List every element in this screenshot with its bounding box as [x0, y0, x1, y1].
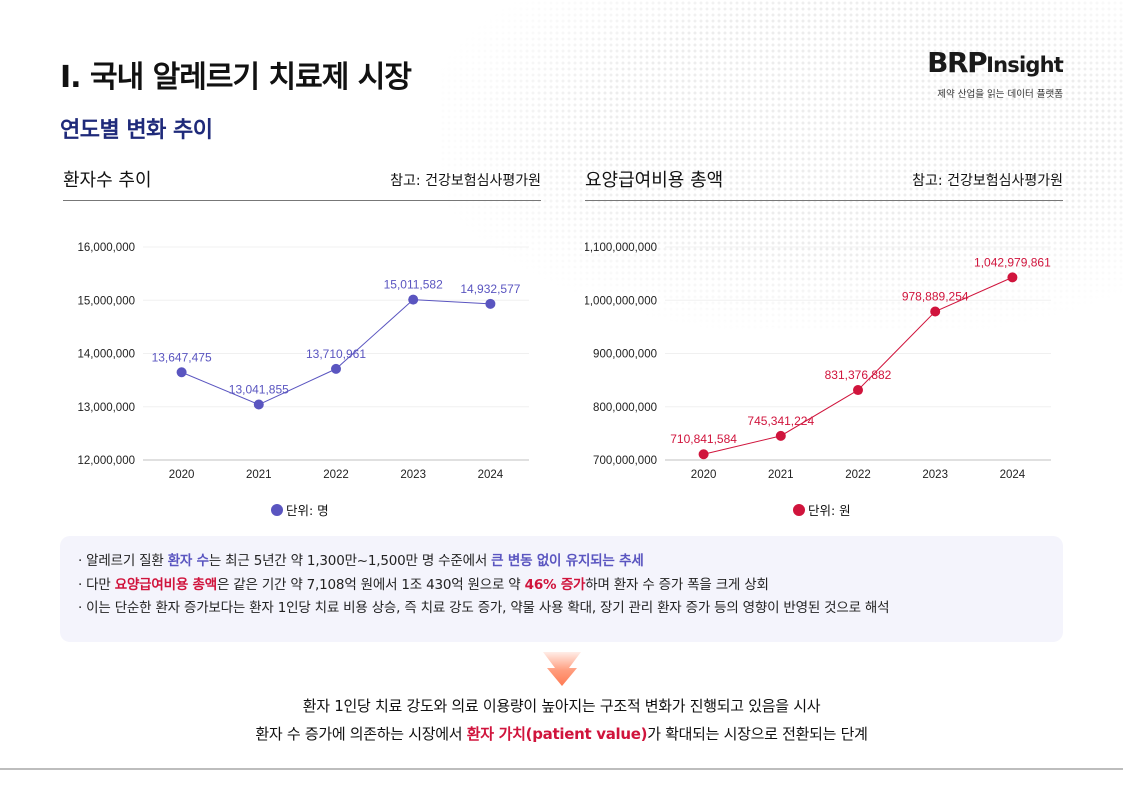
highlight-text: 큰 변동 없이 유지되는 추세	[491, 553, 644, 569]
x-tick-label: 2024	[1000, 469, 1026, 481]
legend-marker-icon	[271, 503, 283, 516]
highlight-text: 요양급여비용 총액	[114, 576, 217, 593]
data-point	[485, 298, 496, 309]
highlight-text: 환자 수	[167, 553, 209, 569]
y-tick-label: 15,000,000	[77, 295, 135, 307]
bullet-text: 은 같은 기간 약 7,108억 원에서 1조 430억 원으로 약	[216, 576, 525, 593]
data-label: 745,341,224	[747, 414, 814, 428]
data-label: 710,841,584	[670, 432, 737, 446]
y-tick-label: 1,100,000,000	[585, 242, 657, 254]
x-tick-label: 2024	[478, 469, 504, 481]
bullet-text: 는 최근 5년간 약 1,300만~1,500만 명 수준에서	[208, 553, 492, 569]
y-tick-label: 13,000,000	[77, 402, 135, 414]
data-point	[930, 306, 941, 317]
data-point	[408, 294, 419, 305]
summary-box: · 알레르기 질환 환자 수는 최근 5년간 약 1,300만~1,500만 명…	[60, 536, 1063, 642]
summary-bullet-list: · 알레르기 질환 환자 수는 최근 5년간 약 1,300만~1,500만 명…	[60, 536, 1063, 621]
chart-title: 요양급여비용 총액	[585, 170, 724, 191]
bullet-text: 하며 환자 수 증가 폭을 크게 상회	[585, 576, 769, 593]
x-tick-label: 2022	[845, 469, 871, 481]
data-point	[253, 399, 264, 410]
chart-source: 참고: 건강보험심사평가원	[912, 173, 1063, 189]
chart-header: 요양급여비용 총액 참고: 건강보험심사평가원	[585, 160, 1063, 201]
logo-brand-rest: Insight	[986, 53, 1064, 77]
summary-bullet: · 이는 단순한 환자 증가보다는 환자 1인당 치료 비용 상승, 즉 치료 …	[78, 597, 1063, 621]
x-tick-label: 2021	[246, 469, 272, 481]
conclusion-line-1: 환자 1인당 치료 강도와 의료 이용량이 높아지는 구조적 변화가 진행되고 …	[302, 697, 821, 715]
bullet-text: · 다만	[78, 576, 115, 593]
data-label: 1,042,979,861	[974, 255, 1051, 269]
conclusion-line-2-pre: 환자 수 증가에 의존하는 시장에서	[255, 725, 467, 743]
logo-brand-bold: BRP	[927, 46, 987, 79]
y-tick-label: 800,000,000	[593, 402, 657, 414]
chart-legend: 단위: 원	[793, 500, 851, 519]
y-tick-label: 900,000,000	[593, 349, 657, 361]
summary-bullet: · 다만 요양급여비용 총액은 같은 기간 약 7,108억 원에서 1조 43…	[78, 574, 1063, 598]
y-tick-label: 700,000,000	[593, 455, 657, 467]
y-tick-label: 1,000,000,000	[585, 295, 657, 307]
data-label: 14,932,577	[460, 282, 520, 296]
x-tick-label: 2020	[691, 469, 717, 481]
chart-header: 환자수 추이 참고: 건강보험심사평가원	[63, 160, 541, 201]
summary-bullet: · 알레르기 질환 환자 수는 최근 5년간 약 1,300만~1,500만 명…	[78, 550, 1063, 574]
data-point	[698, 449, 709, 460]
data-point	[331, 363, 341, 374]
conclusion-text: 환자 1인당 치료 강도와 의료 이용량이 높아지는 구조적 변화가 진행되고 …	[0, 692, 1123, 748]
benefit-cost-line-chart: 700,000,000 800,000,000 900,000,000 1,000,0…	[585, 242, 1051, 481]
data-point	[176, 367, 187, 378]
conclusion-highlight: 환자 가치(patient value)	[466, 725, 648, 743]
data-point	[853, 385, 863, 396]
bullet-text: · 이는 단순한 환자 증가보다는 환자 1인당 치료 비용 상승, 즉 치료 …	[78, 600, 890, 616]
legend-marker-icon	[793, 503, 805, 516]
chart-legend: 단위: 명	[271, 500, 329, 519]
y-tick-label: 16,000,000	[77, 242, 135, 254]
data-label: 13,710,961	[306, 347, 366, 361]
x-tick-label: 2023	[400, 469, 426, 481]
bullet-text: · 알레르기 질환	[78, 553, 168, 569]
conclusion-line-2: 환자 수 증가에 의존하는 시장에서 환자 가치(patient value)가…	[0, 720, 1123, 748]
highlight-text: 46% 증가	[524, 576, 586, 593]
patient-count-line-chart: 12,000,000 13,000,000 14,000,000 15,000,000…	[77, 242, 529, 481]
chart-title: 환자수 추이	[63, 170, 152, 191]
page-title: I. 국내 알레르기 치료제 시장	[60, 60, 412, 95]
benefit-cost-chart-panel: 요양급여비용 총액 참고: 건강보험심사평가원 700,000,000 800,0…	[585, 160, 1063, 520]
patient-count-chart-panel: 환자수 추이 참고: 건강보험심사평가원 12,000,000 13,000,00…	[63, 160, 541, 520]
data-point	[1007, 272, 1018, 283]
section-subtitle: 연도별 변화 추이	[60, 118, 213, 143]
x-tick-label: 2023	[922, 469, 948, 481]
data-label: 13,041,855	[229, 383, 289, 397]
down-arrow-icon	[543, 652, 581, 686]
conclusion-line-2-post: 가 확대되는 시장으로 전환되는 단계	[647, 725, 868, 743]
brp-insight-logo: BRPInsight 제약 산업을 읽는 데이터 플랫폼	[927, 46, 1064, 100]
footer-divider	[0, 768, 1123, 770]
y-tick-label: 12,000,000	[77, 455, 135, 467]
legend-label: 단위: 원	[808, 503, 851, 518]
x-tick-label: 2021	[768, 469, 794, 481]
x-tick-label: 2020	[169, 469, 195, 481]
data-label: 15,011,582	[384, 278, 443, 292]
logo-wordmark: BRPInsight	[927, 46, 1064, 82]
data-label: 831,376,882	[825, 368, 892, 382]
data-label: 978,889,254	[902, 289, 969, 303]
legend-label: 단위: 명	[286, 503, 329, 518]
chart-source: 참고: 건강보험심사평가원	[390, 173, 541, 189]
y-tick-label: 14,000,000	[77, 349, 135, 361]
data-point	[775, 430, 786, 441]
x-tick-label: 2022	[323, 469, 349, 481]
data-label: 13,647,475	[152, 350, 212, 364]
logo-tagline: 제약 산업을 읽는 데이터 플랫폼	[937, 89, 1063, 100]
